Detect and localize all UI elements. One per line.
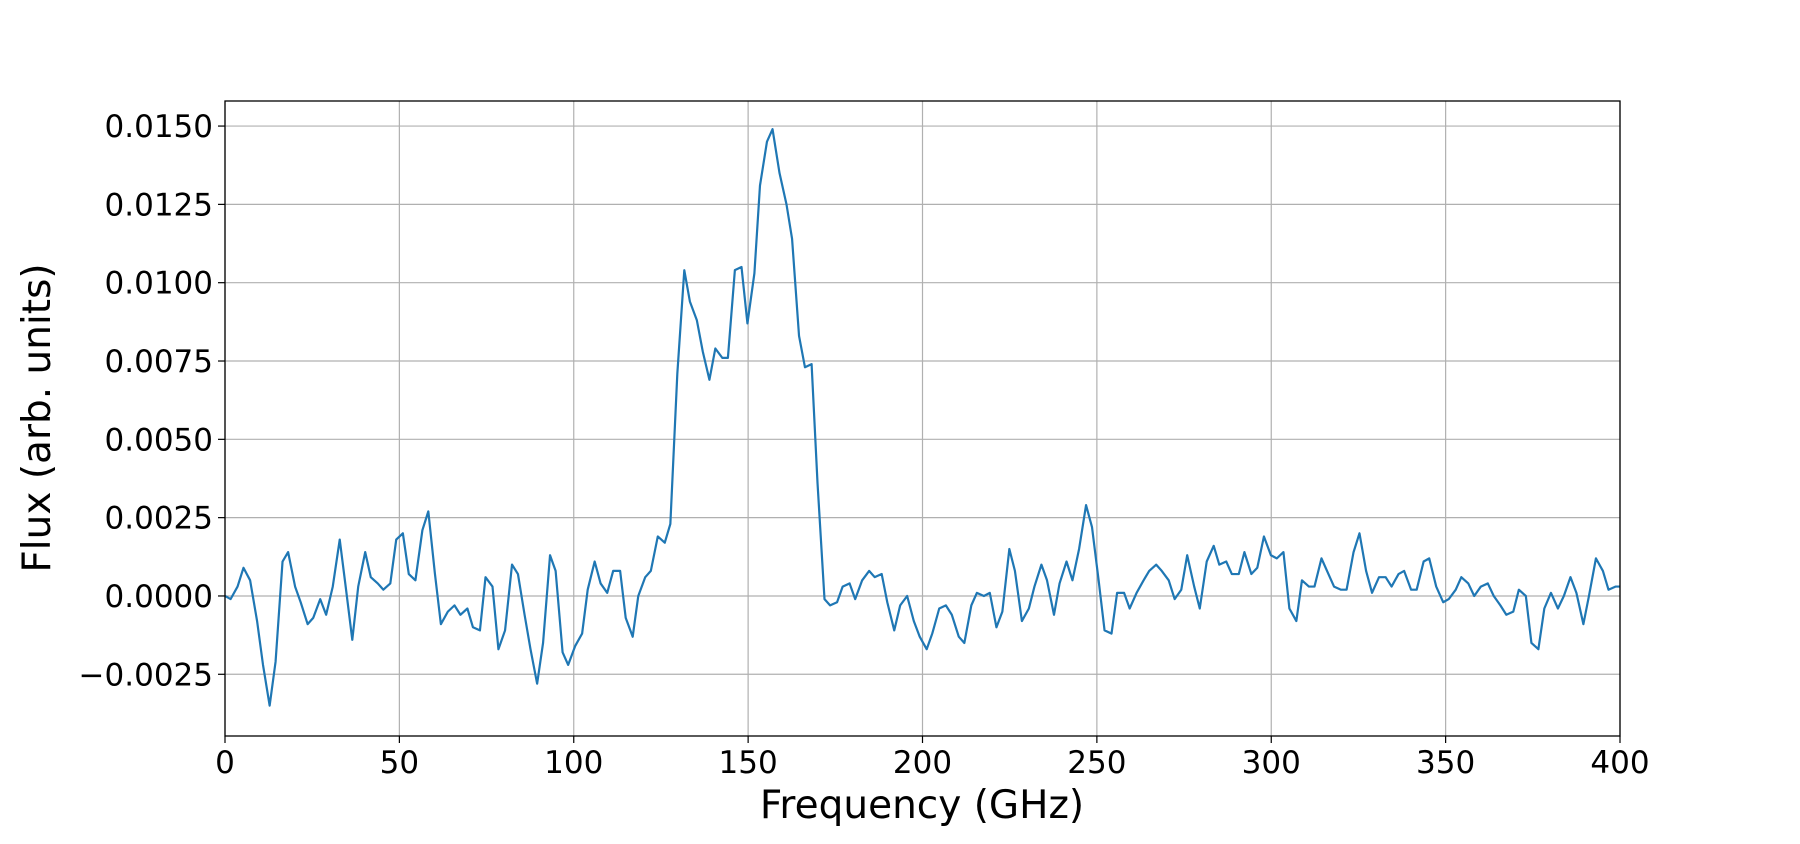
x-tick-label: 250 [1067, 745, 1126, 781]
y-tick-label: 0.0075 [105, 344, 213, 380]
x-tick-label: 350 [1416, 745, 1475, 781]
x-tick-label: 400 [1590, 745, 1649, 781]
plot-frame [224, 100, 1621, 737]
y-tick-label: 0.0125 [105, 187, 213, 223]
x-tick-label: 0 [215, 745, 235, 781]
y-tick-label: 0.0150 [105, 109, 213, 145]
y-tick-label: −0.0025 [79, 657, 213, 693]
y-axis-label: Flux (arb. units) [15, 263, 60, 572]
y-tick-label: 0.0025 [105, 501, 213, 537]
x-axis-label: Frequency (GHz) [760, 783, 1084, 828]
x-tick-label: 150 [719, 745, 778, 781]
x-tick-label: 50 [380, 745, 419, 781]
data-line [224, 128, 1620, 707]
y-tick-label: 0.0050 [105, 422, 213, 458]
y-tick-label: 0.0100 [105, 266, 213, 302]
x-tick-label: 100 [544, 745, 603, 781]
x-tick-label: 300 [1242, 745, 1301, 781]
y-tick-label: 0.0000 [105, 579, 213, 615]
x-tick-label: 200 [893, 745, 952, 781]
